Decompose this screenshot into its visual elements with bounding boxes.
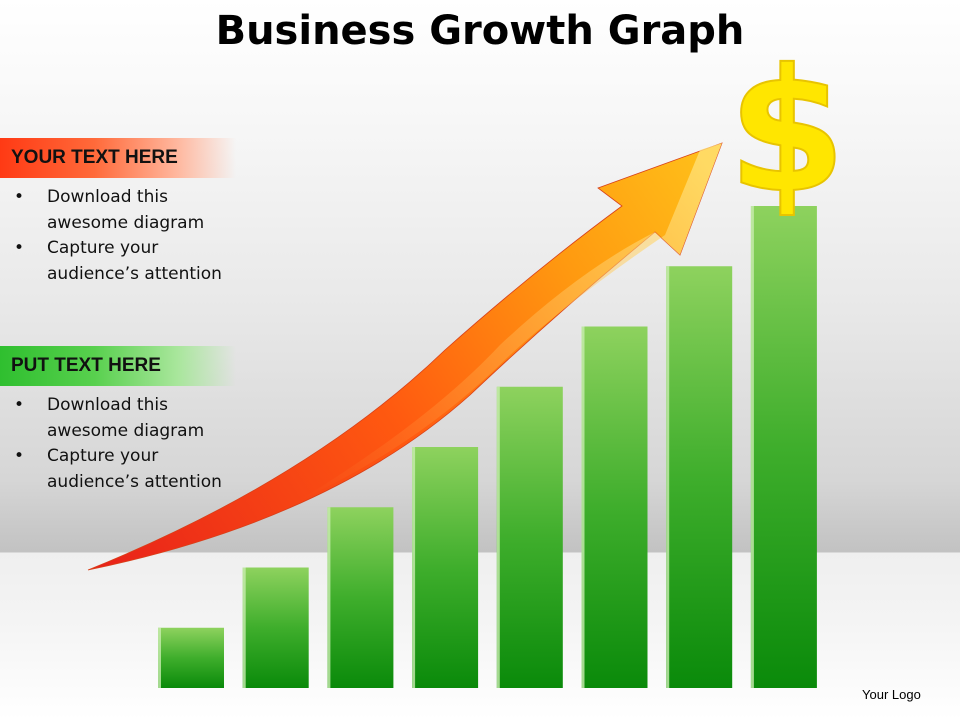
company-logo: Your Logo [862, 687, 921, 702]
bar-highlight [412, 447, 416, 688]
bar-highlight [327, 507, 331, 688]
section1-bullet-list: • Download this awesome diagram • Capture … [14, 185, 244, 287]
page-title: Business Growth Graph [215, 8, 745, 54]
bar-highlight [496, 386, 500, 688]
bullet-text: Download this awesome diagram [47, 395, 205, 441]
bar-7 [666, 266, 733, 688]
bar-highlight [158, 627, 161, 688]
bars-group [158, 206, 817, 688]
bullet-dot-icon: • [14, 395, 25, 415]
bar-4 [412, 447, 479, 688]
bar-highlight [242, 567, 246, 688]
bullet-dot-icon: • [14, 238, 25, 258]
bar-1 [158, 627, 224, 688]
bar-8 [750, 206, 817, 688]
bar-3 [327, 507, 394, 688]
section2-bullet-list: • Download this awesome diagram • Capture … [14, 393, 244, 495]
bar-highlight [750, 206, 754, 688]
bar-highlight [666, 266, 670, 688]
bar-5 [496, 386, 563, 688]
list-item: • Capture your audience’s attention [14, 444, 244, 495]
section2-heading-banner: PUT TEXT HERE [0, 346, 236, 386]
bar-highlight [581, 326, 585, 688]
section1-heading-banner: YOUR TEXT HERE [0, 138, 236, 178]
dollar-sign-icon: $ [728, 33, 846, 231]
list-item: • Capture your audience’s attention [14, 236, 244, 287]
list-item: • Download this awesome diagram [14, 185, 244, 236]
bullet-text: Capture your audience’s attention [47, 446, 222, 492]
bullet-dot-icon: • [14, 187, 25, 207]
bar-2 [242, 567, 309, 688]
bullet-text: Capture your audience’s attention [47, 238, 222, 284]
list-item: • Download this awesome diagram [14, 393, 244, 444]
bullet-text: Download this awesome diagram [47, 187, 205, 233]
bar-6 [581, 326, 648, 688]
bullet-dot-icon: • [14, 446, 25, 466]
